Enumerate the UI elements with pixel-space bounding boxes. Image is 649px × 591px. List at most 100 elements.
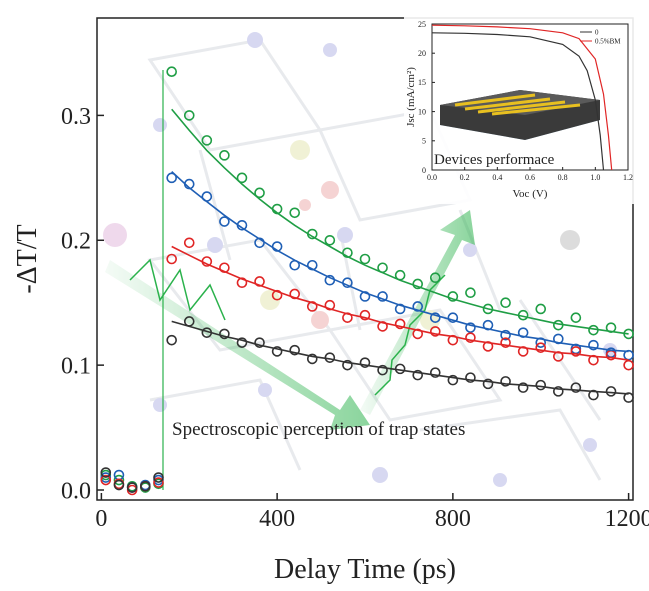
data-point: [447, 374, 459, 386]
data-point: [100, 474, 112, 486]
data-point: [465, 372, 476, 383]
data-point: [324, 234, 336, 246]
data-point: [570, 382, 582, 393]
x-tick-label: 1.2: [623, 173, 633, 182]
x-tick-label: 400: [259, 506, 295, 532]
data-point: [153, 472, 164, 483]
data-point: [535, 303, 547, 315]
data-point: [113, 474, 125, 486]
data-point: [465, 287, 476, 299]
fit-line: [431, 32, 605, 171]
y-tick-label: 10: [418, 107, 426, 116]
data-point: [342, 359, 353, 371]
data-point: [359, 357, 371, 368]
data-point: [377, 291, 388, 302]
data-point: [623, 349, 634, 361]
x-tick-label: 0.6: [525, 173, 535, 182]
data-point: [126, 482, 138, 493]
y-tick-label: 0.1: [61, 354, 91, 380]
data-point: [166, 66, 177, 77]
x-tick-label: 0.4: [492, 173, 502, 182]
x-tick-label: 800: [435, 506, 471, 532]
fit-line: [171, 245, 629, 361]
data-point: [623, 359, 634, 371]
data-point: [359, 309, 371, 321]
annotation: Spectroscopic perception of trap states: [172, 419, 465, 440]
data-point: [412, 278, 424, 290]
y-tick-label: 20: [418, 49, 426, 58]
x-tick-label: 1.0: [590, 173, 600, 182]
x-tick-label: 1200: [605, 506, 649, 532]
data-point: [113, 479, 125, 491]
data-point: [100, 467, 112, 478]
data-point: [482, 378, 494, 390]
x-tick-label: 0.8: [558, 173, 568, 182]
data-point: [553, 386, 564, 397]
data-point: [183, 237, 195, 249]
data-point: [166, 253, 177, 265]
data-point: [429, 326, 441, 337]
fit-line: [431, 24, 613, 171]
data-point: [412, 369, 424, 381]
device-illustration: [440, 90, 600, 140]
data-point: [429, 367, 441, 378]
y-tick-label: 0.0: [61, 478, 91, 504]
data-point: [359, 253, 371, 265]
fit-line: [171, 171, 629, 353]
y-tick-label: 25: [418, 20, 426, 29]
data-point: [219, 328, 230, 340]
data-point: [219, 216, 230, 227]
data-point: [254, 337, 265, 348]
data-point: [394, 318, 406, 330]
data-point: [482, 303, 494, 315]
data-point: [570, 346, 582, 357]
x-tick-label: 0.2: [460, 173, 470, 182]
data-point: [153, 477, 164, 488]
data-point: [465, 322, 476, 333]
legend-label: 0: [595, 29, 599, 37]
legend-label: 0.5%BM: [595, 38, 621, 46]
inset-plot: 0.0 0.2 0.4 0.6 0.8 1.0 1.2 0 5 10 15 20 25 Voc (V) Js…: [405, 20, 633, 200]
data-point: [306, 353, 318, 365]
data-point: [500, 297, 511, 309]
fit-line: [171, 320, 629, 395]
data-point: [447, 291, 459, 302]
data-point: [588, 324, 599, 336]
data-point: [500, 376, 511, 387]
data-point: [236, 337, 248, 348]
data-point: [201, 135, 213, 146]
main-plot: 0 400 800 1200 0.0 0.1 0.2 0.3 Delay Time (ps) -Δ…: [12, 17, 649, 585]
data-point: [447, 312, 459, 323]
data-point: [140, 480, 151, 492]
data-point: [183, 110, 195, 121]
data-point: [535, 342, 547, 353]
y-tick-label: 0.2: [61, 229, 91, 255]
data-point: [465, 332, 476, 343]
plot-frame: [96, 17, 634, 501]
data-point: [535, 379, 547, 391]
data-point: [254, 187, 265, 199]
data-point: [166, 172, 177, 184]
data-point: [500, 337, 511, 348]
data-point: [500, 329, 511, 341]
data-point: [289, 344, 301, 356]
data-point: [605, 386, 617, 397]
y-axis-label: Jsc (mA/cm²): [405, 67, 417, 127]
annotation: Devices performace: [434, 152, 555, 168]
data-point: [236, 172, 248, 184]
data-point: [570, 312, 582, 323]
data-point: [517, 382, 529, 393]
y-tick-label: 0.3: [61, 104, 91, 130]
data-point: [588, 339, 599, 351]
x-axis-label: Voc (V): [513, 188, 548, 200]
y-tick-label: 0: [422, 166, 426, 175]
data-point: [271, 346, 283, 357]
data-point: [289, 207, 301, 219]
x-tick-label: 0.0: [427, 173, 437, 182]
data-point: [166, 334, 177, 346]
x-tick-label: 0: [95, 506, 107, 532]
data-point: [377, 364, 388, 376]
y-axis-label: -ΔT/T: [12, 224, 43, 293]
x-axis-label: Delay Time (ps): [274, 554, 456, 585]
